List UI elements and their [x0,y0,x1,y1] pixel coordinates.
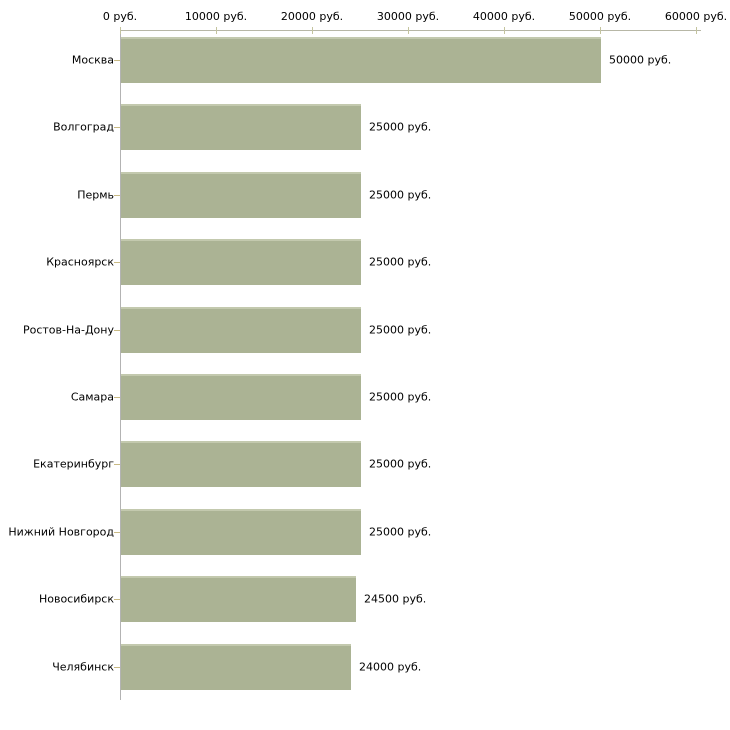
y-axis-tick [114,464,120,465]
x-axis-tick-label: 40000 руб. [472,10,536,23]
y-axis-tick [114,127,120,128]
category-label: Волгоград [53,120,114,134]
bar [121,306,361,353]
x-axis-tick-label: 0 руб. [102,10,138,23]
x-axis-line [120,30,701,31]
bar [121,508,361,555]
category-label: Екатеринбург [33,457,114,471]
y-axis-line [120,30,121,700]
value-label: 25000 руб. [369,323,432,337]
x-axis-tick [216,27,217,34]
x-axis-tick-label: 50000 руб. [568,10,632,23]
value-label: 25000 руб. [369,188,432,202]
y-axis-tick [114,262,120,263]
y-axis-tick [114,397,120,398]
x-axis-tick-label: 10000 руб. [184,10,248,23]
category-label: Нижний Новгород [8,525,114,539]
x-axis-tick-label: 30000 руб. [376,10,440,23]
category-label: Москва [71,53,114,67]
x-axis-tick [120,27,121,34]
x-axis-tick [504,27,505,34]
value-label: 25000 руб. [369,255,432,269]
value-label: 25000 руб. [369,390,432,404]
bar [121,37,601,83]
category-label: Самара [70,390,114,404]
bar [121,643,351,690]
y-axis-tick [114,599,120,600]
x-axis-tick-label: 20000 руб. [280,10,344,23]
x-axis-tick [408,27,409,34]
y-axis-tick [114,330,120,331]
y-axis-tick [114,60,120,61]
value-label: 24000 руб. [359,660,422,674]
bar [121,104,361,151]
bar [121,239,361,286]
x-axis-tick [600,27,601,34]
y-axis-tick [114,195,120,196]
y-axis-tick [114,532,120,533]
value-label: 24500 руб. [364,592,427,606]
y-axis-tick [114,667,120,668]
value-label: 25000 руб. [369,120,432,134]
x-axis-tick [312,27,313,34]
bar [121,441,361,488]
bar [121,576,356,623]
category-label: Новосибирск [38,592,114,606]
value-label: 25000 руб. [369,457,432,471]
x-axis-tick-label: 60000 руб. [664,10,728,23]
category-label: Ростов-На-Дону [22,323,114,337]
x-axis-tick [696,27,697,34]
category-label: Красноярск [46,255,114,269]
bar [121,171,361,218]
value-label: 25000 руб. [369,525,432,539]
category-label: Пермь [77,188,114,202]
bar [121,374,361,420]
category-label: Челябинск [52,660,114,674]
value-label: 50000 руб. [609,53,672,67]
